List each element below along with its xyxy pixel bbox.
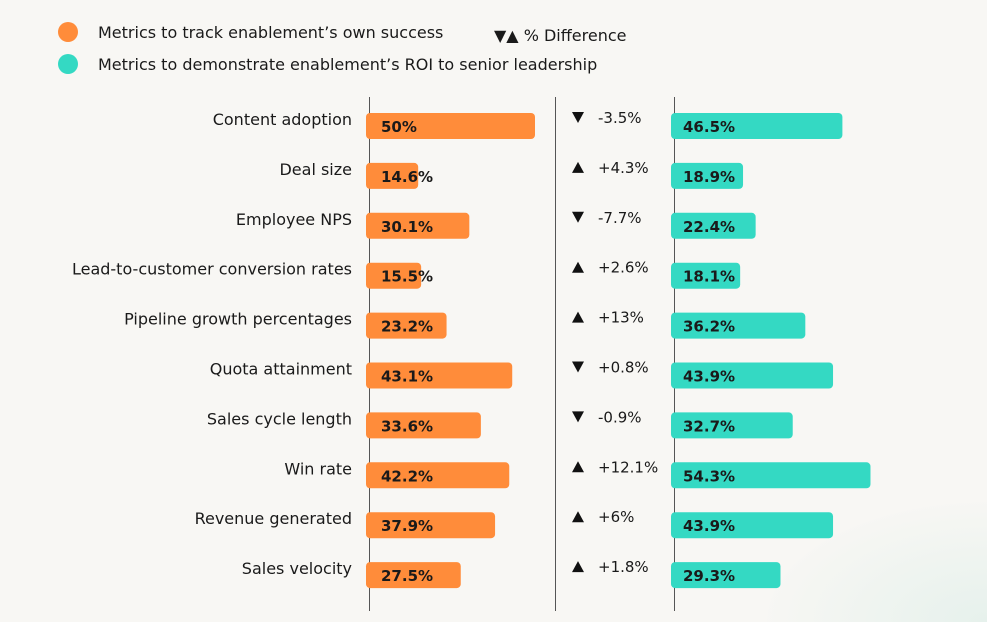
- value-label-roi: 54.3%: [683, 467, 735, 485]
- orange-dot-icon: [58, 22, 78, 42]
- bar-roi: [671, 512, 834, 539]
- bar-roi: [671, 462, 871, 489]
- value-label-roi: 18.9%: [683, 168, 735, 186]
- value-label-own-success: 30.1%: [381, 218, 433, 236]
- triangle-up-icon: [572, 461, 584, 473]
- value-label-roi: 43.9%: [683, 517, 735, 535]
- legend-label: Metrics to track enablement’s own succes…: [98, 22, 444, 42]
- value-label-own-success: 14.6%: [381, 168, 433, 186]
- bar-own-success: [366, 262, 422, 289]
- triangle-down-icon: [572, 112, 584, 123]
- triangle-down-icon: [572, 211, 584, 223]
- legend-label: Metrics to demonstrate enablement’s ROI …: [98, 54, 598, 74]
- category-label: Win rate: [284, 459, 352, 478]
- value-label-roi: 46.5%: [683, 118, 735, 136]
- bar-own-success: [366, 312, 447, 339]
- axis-own-success: [369, 97, 370, 611]
- triangle-up-icon: [572, 261, 584, 273]
- value-label-own-success: 15.5%: [381, 268, 433, 286]
- category-label: Pipeline growth percentages: [124, 310, 352, 329]
- category-label: Deal size: [279, 160, 352, 179]
- difference-label: -3.5%: [598, 109, 642, 127]
- bar-roi: [671, 412, 793, 439]
- bar-roi: [671, 113, 843, 139]
- value-label-own-success: 37.9%: [381, 517, 433, 535]
- teal-dot-icon: [58, 54, 78, 74]
- difference-label: -7.7%: [598, 209, 642, 227]
- difference-label: +1.8%: [598, 558, 649, 576]
- bar-own-success: [366, 562, 461, 589]
- value-label-own-success: 50%: [381, 118, 417, 136]
- difference-label: +13%: [598, 309, 644, 327]
- value-label-roi: 22.4%: [683, 218, 735, 236]
- triangle-down-icon: [572, 361, 584, 373]
- difference-label: +12.1%: [598, 458, 658, 476]
- triangle-up-icon: [572, 161, 584, 173]
- triangle-up-icon: [572, 311, 584, 323]
- bar-roi: [671, 262, 741, 289]
- bar-own-success: [366, 212, 470, 239]
- category-label: Quota attainment: [210, 360, 352, 379]
- value-label-own-success: 23.2%: [381, 318, 433, 336]
- bar-roi: [671, 162, 744, 189]
- value-label-own-success: 33.6%: [381, 417, 433, 435]
- bar-roi: [671, 212, 756, 239]
- difference-label: +2.6%: [598, 259, 649, 277]
- axis-difference: [555, 97, 556, 611]
- bar-roi: [671, 562, 781, 589]
- category-label: Revenue generated: [195, 509, 352, 528]
- category-label: Content adoption: [213, 110, 352, 129]
- category-label: Employee NPS: [236, 210, 352, 229]
- legend-item-own-success: Metrics to track enablement’s own succes…: [58, 22, 443, 42]
- value-label-roi: 43.9%: [683, 368, 735, 386]
- difference-label: +0.8%: [598, 359, 649, 377]
- category-label: Sales cycle length: [207, 409, 352, 428]
- value-label-own-success: 43.1%: [381, 368, 433, 386]
- value-label-roi: 29.3%: [683, 567, 735, 585]
- bar-own-success: [366, 512, 496, 539]
- difference-label: +4.3%: [598, 159, 649, 177]
- bar-own-success: [366, 412, 481, 439]
- triangle-up-icon: [572, 561, 584, 573]
- difference-label: +6%: [598, 508, 634, 526]
- triangle-down-icon: [572, 411, 584, 423]
- difference-label: -0.9%: [598, 408, 642, 426]
- category-label: Sales velocity: [242, 559, 352, 578]
- bar-roi: [671, 312, 806, 339]
- value-label-roi: 36.2%: [683, 318, 735, 336]
- value-label-own-success: 42.2%: [381, 467, 433, 485]
- bar-roi: [671, 362, 834, 389]
- category-label: Lead-to-customer conversion rates: [72, 260, 352, 279]
- legend-item-roi: Metrics to demonstrate enablement’s ROI …: [58, 54, 597, 74]
- triangle-up-icon: [572, 511, 584, 523]
- value-label-own-success: 27.5%: [381, 567, 433, 585]
- bar-own-success: [366, 113, 535, 139]
- value-label-roi: 32.7%: [683, 417, 735, 435]
- value-label-roi: 18.1%: [683, 268, 735, 286]
- legend-difference: ▼▲ % Difference: [494, 26, 627, 45]
- bar-own-success: [366, 362, 513, 389]
- bar-own-success: [366, 162, 419, 189]
- axis-roi: [674, 97, 675, 611]
- bar-own-success: [366, 462, 510, 489]
